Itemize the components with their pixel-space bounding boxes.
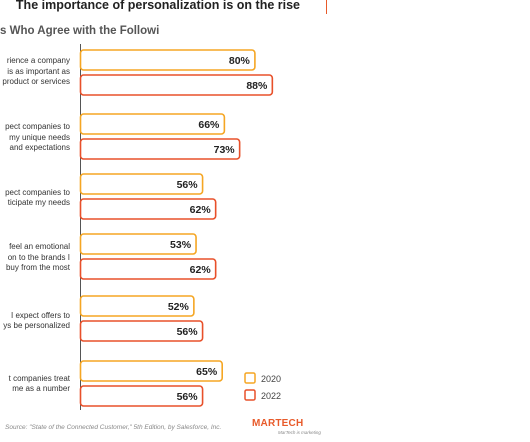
legend-swatch-2022 bbox=[244, 389, 256, 401]
bar-2020 bbox=[79, 360, 223, 382]
bar-2022 bbox=[79, 138, 241, 160]
data-label: 56% bbox=[177, 179, 199, 191]
data-label: 56% bbox=[177, 391, 199, 403]
data-label: 80% bbox=[229, 55, 251, 67]
data-label: 66% bbox=[198, 119, 220, 131]
bar-2020 bbox=[79, 173, 204, 195]
bar-2020 bbox=[79, 113, 226, 135]
data-label: 62% bbox=[190, 204, 212, 216]
data-label: 53% bbox=[170, 239, 192, 251]
data-label: 88% bbox=[246, 80, 268, 92]
bar-2022 bbox=[79, 258, 217, 280]
data-label: 52% bbox=[168, 301, 190, 313]
chart-title: The importance of personalization is on … bbox=[15, 0, 300, 12]
category-label: pect companies to my unique needs and ex… bbox=[5, 122, 70, 153]
chart-subtitle: s Who Agree with the Following bbox=[0, 25, 160, 37]
bar-2022 bbox=[79, 385, 204, 407]
bar-2020 bbox=[79, 49, 256, 71]
bar-2022 bbox=[79, 74, 274, 96]
bar-2022 bbox=[79, 320, 204, 342]
legend-label-2022: 2022 bbox=[261, 391, 281, 401]
bar-2020 bbox=[79, 233, 197, 255]
brand-tagline: MarTech is marketing bbox=[278, 430, 321, 435]
category-label: feel an emotional on to the brands I buy… bbox=[5, 242, 70, 273]
data-label: 56% bbox=[177, 326, 199, 338]
accent-divider bbox=[326, 0, 327, 14]
data-label: 73% bbox=[214, 144, 236, 156]
category-label: pect companies to ticipate my needs bbox=[5, 187, 70, 208]
legend-swatch-2020 bbox=[244, 372, 256, 384]
source-note: Source: "State of the Connected Customer… bbox=[5, 424, 222, 431]
legend-label-2020: 2020 bbox=[261, 374, 281, 384]
category-label: t companies treat me as a number bbox=[8, 373, 70, 394]
data-label: 65% bbox=[196, 366, 218, 378]
category-label: I expect offers to ys be personalized bbox=[3, 310, 70, 331]
bar-2022 bbox=[79, 198, 217, 220]
brand-logo: MARTECH bbox=[252, 418, 304, 429]
data-label: 62% bbox=[190, 264, 212, 276]
bar-2020 bbox=[79, 295, 195, 317]
category-label: rience a company is as important as prod… bbox=[2, 56, 70, 87]
